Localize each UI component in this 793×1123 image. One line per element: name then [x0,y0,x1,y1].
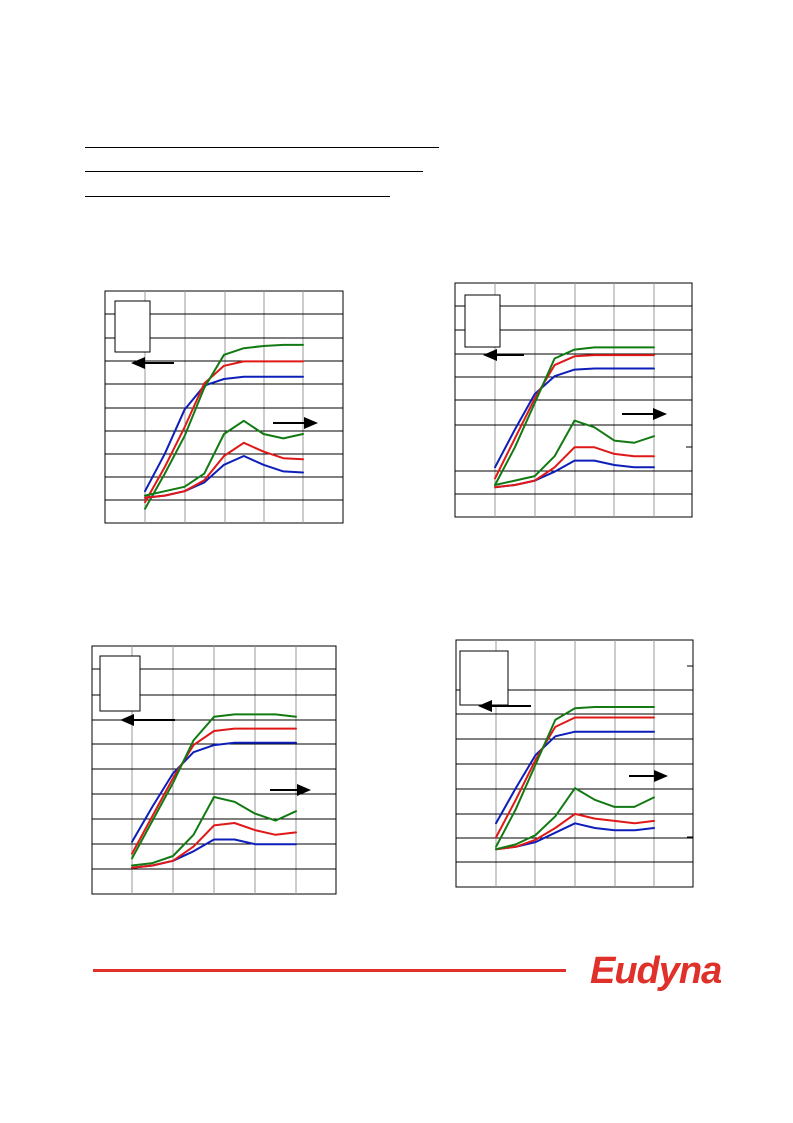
right-axis-arrow-head [304,417,318,429]
series-line-3 [144,343,304,510]
series-line-6 [144,419,304,497]
series-line-1 [131,741,297,843]
legend-box [99,655,141,712]
header-rule-1 [85,147,439,148]
series-line-1 [144,375,304,493]
legend-box [464,294,501,348]
series-line-3 [495,706,655,848]
legend-box [114,300,151,353]
chart-plot-group [454,282,693,518]
series-line-3 [131,713,297,860]
series-line-6 [495,787,655,851]
series-line-2 [144,360,304,504]
footer-divider [93,969,566,972]
series-line-2 [131,727,297,855]
series-line-1 [495,730,655,825]
legend-box [459,650,509,706]
series-line-5 [494,446,655,489]
left-axis-arrow-head [120,714,134,726]
header-rule-3 [85,196,390,197]
chart-plot-group [91,645,337,895]
chart-plot-group [104,290,344,524]
header-rule-2 [85,171,423,172]
series-line-3 [494,346,655,486]
series-line-2 [495,716,655,839]
left-axis-arrow-head [483,349,497,361]
series-line-5 [144,441,304,499]
chart-plot-group [455,639,694,888]
series-line-5 [495,812,655,851]
series-line-6 [131,796,297,867]
right-axis-arrow-head [297,784,311,796]
left-axis-arrow-head [478,700,492,712]
eudyna-logo: Eudyna [590,950,722,992]
left-axis-arrow-head [131,357,145,369]
series-line-6 [494,419,655,486]
right-axis-arrow-head [653,408,667,420]
series-line-1 [494,367,655,469]
series-line-5 [131,822,297,869]
right-axis-arrow-head [654,770,668,782]
series-line-2 [494,354,655,480]
